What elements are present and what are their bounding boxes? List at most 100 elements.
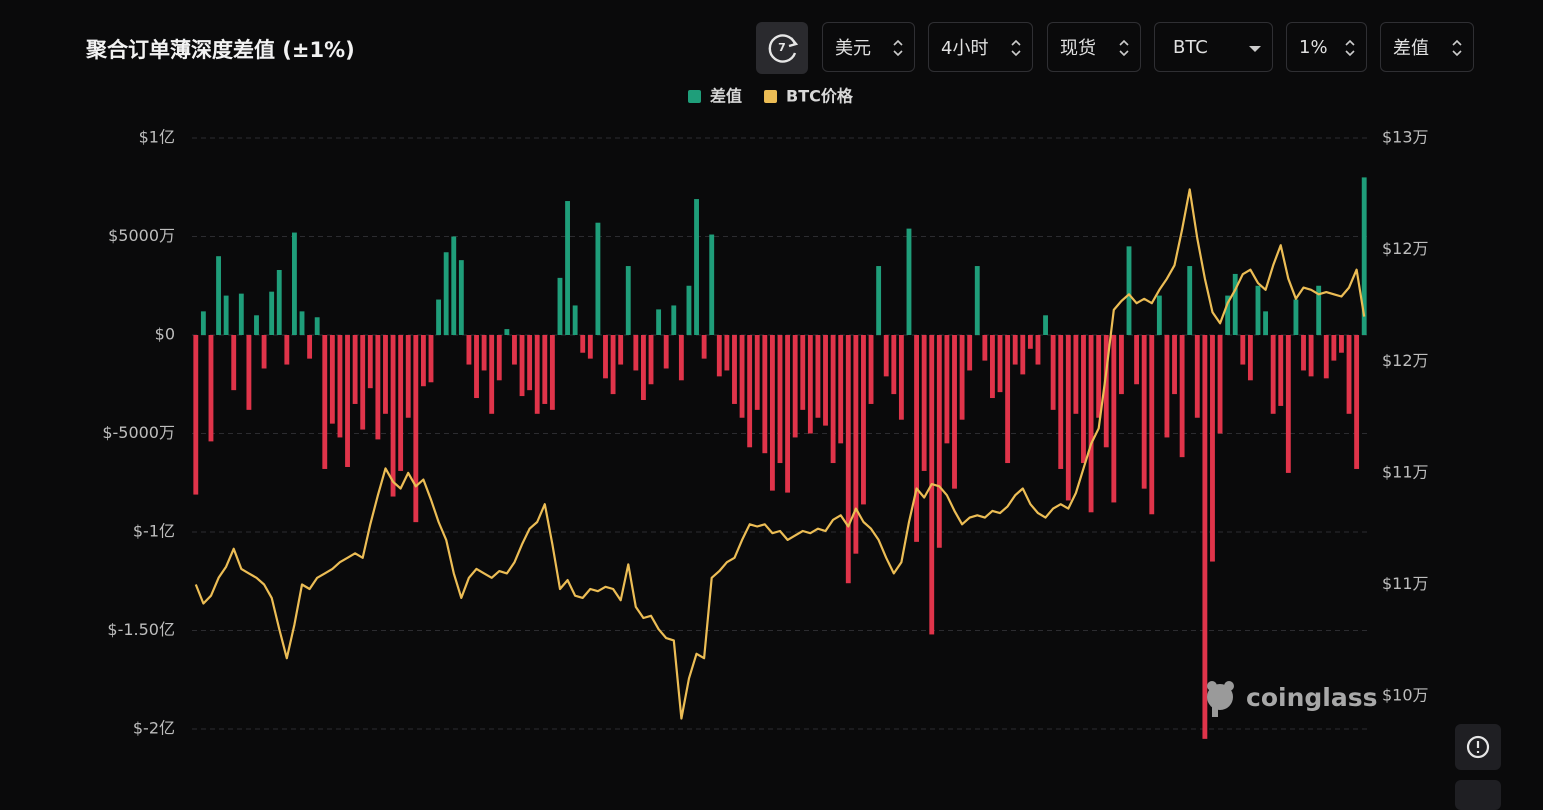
bar xyxy=(512,335,517,365)
bar xyxy=(769,335,775,491)
bar xyxy=(223,295,229,335)
bar xyxy=(375,335,381,440)
bar xyxy=(906,228,912,335)
control-label: 现货 xyxy=(1060,38,1096,59)
bar xyxy=(405,335,411,418)
bar xyxy=(420,335,426,387)
bar xyxy=(360,335,366,430)
legend-label: 差值 xyxy=(710,87,742,106)
bar xyxy=(1278,335,1284,406)
bar xyxy=(1027,335,1033,349)
bar xyxy=(648,335,654,385)
bar xyxy=(686,285,692,335)
bar xyxy=(633,335,639,371)
bar xyxy=(678,335,684,381)
bar xyxy=(1081,335,1086,464)
bar xyxy=(800,335,806,410)
bar xyxy=(413,335,419,523)
bar xyxy=(565,201,570,335)
bar xyxy=(1058,335,1064,469)
bar xyxy=(1285,335,1291,473)
legend-swatch xyxy=(688,90,701,103)
bar xyxy=(1247,335,1253,381)
y2-tick-label: $11万 xyxy=(1382,574,1429,593)
y-tick-label: $-2亿 xyxy=(133,719,175,738)
bar xyxy=(284,335,290,365)
bar xyxy=(595,222,601,335)
bar xyxy=(1141,335,1147,489)
bar xyxy=(1194,335,1200,418)
bar xyxy=(549,335,555,410)
settings-icon xyxy=(1466,735,1490,759)
bar xyxy=(238,293,244,335)
watermark-text: coinglass xyxy=(1246,683,1377,712)
bar xyxy=(641,335,646,401)
bar xyxy=(1073,335,1079,414)
bar xyxy=(929,335,935,635)
bar xyxy=(1210,335,1215,562)
market-select[interactable]: 现货 xyxy=(1047,22,1141,72)
bar xyxy=(815,335,821,418)
bar xyxy=(1164,335,1170,438)
bar xyxy=(557,277,563,335)
bar xyxy=(1308,335,1314,377)
control-label: 4小时 xyxy=(941,38,989,59)
bar xyxy=(322,335,328,469)
bar xyxy=(1111,335,1117,503)
bar xyxy=(580,335,586,353)
bar xyxy=(1339,335,1344,353)
bar xyxy=(1255,285,1261,335)
bar xyxy=(1263,311,1269,335)
caret-icon xyxy=(1249,46,1261,52)
control-label: 美元 xyxy=(835,38,871,59)
bar xyxy=(603,335,608,379)
bar xyxy=(481,335,487,371)
bar xyxy=(1225,295,1231,335)
price-line xyxy=(194,188,1366,720)
bar xyxy=(1172,335,1177,395)
range-select[interactable]: 1% xyxy=(1286,22,1367,72)
bar xyxy=(1270,335,1276,414)
bar xyxy=(663,335,669,369)
control-label: 1% xyxy=(1299,36,1328,58)
bar xyxy=(625,266,631,335)
interval-select[interactable]: 4小时 xyxy=(928,22,1033,72)
bar xyxy=(1118,335,1124,395)
control-label: 差值 xyxy=(1393,38,1429,59)
bar xyxy=(747,335,753,448)
updown-icon xyxy=(1452,39,1462,57)
y2-tick-label: $10万 xyxy=(1382,686,1429,705)
bar xyxy=(997,335,1003,393)
bar xyxy=(914,335,919,542)
bar xyxy=(208,335,214,442)
bar xyxy=(921,335,927,471)
chart-title: 聚合订单薄深度差值 (±1%) xyxy=(86,38,355,62)
bar xyxy=(898,335,904,420)
bar xyxy=(792,335,798,438)
bar xyxy=(307,335,313,359)
bar xyxy=(216,256,221,335)
currency-select[interactable]: 美元 xyxy=(822,22,915,72)
metric-select[interactable]: 差值 xyxy=(1380,22,1474,72)
refresh-button[interactable]: 7 xyxy=(756,22,808,74)
bar xyxy=(732,335,737,404)
bar xyxy=(345,335,350,467)
bar xyxy=(443,252,449,335)
bar xyxy=(823,335,828,426)
updown-icon xyxy=(1119,39,1129,57)
settings-button[interactable] xyxy=(1455,724,1501,770)
bar xyxy=(830,335,836,464)
bar xyxy=(337,335,343,438)
bar xyxy=(936,335,942,548)
legend-swatch xyxy=(764,90,778,103)
extra-button[interactable] xyxy=(1455,780,1501,810)
coin-select[interactable]: BTC xyxy=(1154,22,1273,72)
bar xyxy=(458,260,464,335)
bar xyxy=(610,335,616,395)
bar xyxy=(489,335,495,414)
bar xyxy=(868,335,874,404)
bar xyxy=(1179,335,1185,458)
bar xyxy=(466,335,472,365)
bar xyxy=(246,335,252,410)
